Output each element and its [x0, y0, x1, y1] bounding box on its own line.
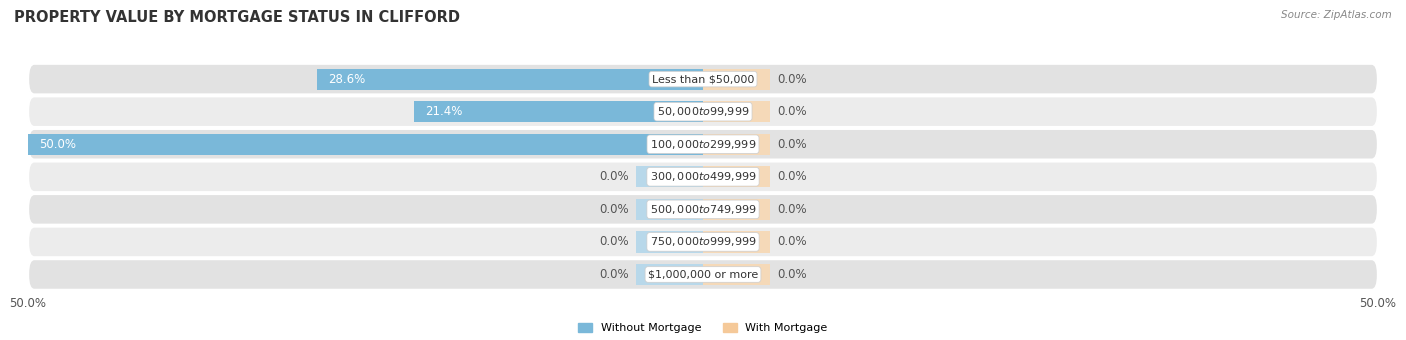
Bar	[703, 231, 770, 253]
Text: 0.0%: 0.0%	[599, 170, 628, 183]
FancyBboxPatch shape	[28, 259, 1378, 290]
Text: 0.0%: 0.0%	[778, 138, 807, 151]
Text: Less than $50,000: Less than $50,000	[652, 74, 754, 84]
Bar	[703, 199, 770, 220]
Legend: Without Mortgage, With Mortgage: Without Mortgage, With Mortgage	[574, 319, 832, 338]
Text: 0.0%: 0.0%	[599, 235, 628, 249]
FancyBboxPatch shape	[28, 129, 1378, 159]
Text: $500,000 to $749,999: $500,000 to $749,999	[650, 203, 756, 216]
Bar	[703, 166, 770, 187]
Text: 0.0%: 0.0%	[778, 203, 807, 216]
Text: 0.0%: 0.0%	[599, 268, 628, 281]
FancyBboxPatch shape	[28, 194, 1378, 225]
Text: $1,000,000 or more: $1,000,000 or more	[648, 270, 758, 279]
Bar	[703, 264, 770, 285]
Text: $100,000 to $299,999: $100,000 to $299,999	[650, 138, 756, 151]
Text: 0.0%: 0.0%	[778, 73, 807, 86]
Text: Source: ZipAtlas.com: Source: ZipAtlas.com	[1281, 10, 1392, 20]
Text: PROPERTY VALUE BY MORTGAGE STATUS IN CLIFFORD: PROPERTY VALUE BY MORTGAGE STATUS IN CLI…	[14, 10, 460, 25]
Bar	[636, 166, 703, 187]
Text: 21.4%: 21.4%	[425, 105, 463, 118]
Bar	[703, 134, 770, 155]
Bar	[703, 101, 770, 122]
Text: 0.0%: 0.0%	[599, 203, 628, 216]
Bar	[415, 101, 703, 122]
Text: 28.6%: 28.6%	[328, 73, 366, 86]
FancyBboxPatch shape	[28, 227, 1378, 257]
Text: 0.0%: 0.0%	[778, 170, 807, 183]
Text: 0.0%: 0.0%	[778, 105, 807, 118]
Bar	[636, 231, 703, 253]
Text: 0.0%: 0.0%	[778, 235, 807, 249]
Text: 50.0%: 50.0%	[39, 138, 76, 151]
FancyBboxPatch shape	[28, 96, 1378, 127]
Text: $50,000 to $99,999: $50,000 to $99,999	[657, 105, 749, 118]
Bar	[636, 199, 703, 220]
Bar	[703, 69, 770, 90]
FancyBboxPatch shape	[28, 162, 1378, 192]
Bar	[28, 134, 703, 155]
Bar	[636, 264, 703, 285]
Text: $300,000 to $499,999: $300,000 to $499,999	[650, 170, 756, 183]
Bar	[316, 69, 703, 90]
Text: 0.0%: 0.0%	[778, 268, 807, 281]
Text: $750,000 to $999,999: $750,000 to $999,999	[650, 235, 756, 249]
FancyBboxPatch shape	[28, 64, 1378, 95]
